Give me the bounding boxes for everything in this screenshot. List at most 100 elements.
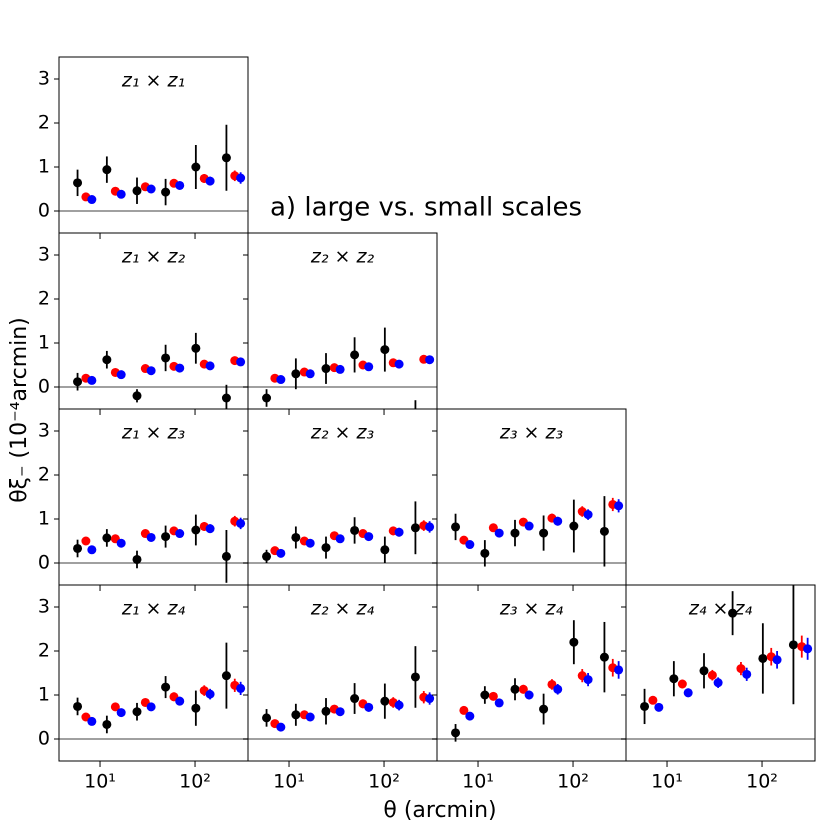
point xyxy=(116,708,126,718)
point xyxy=(425,355,435,365)
point xyxy=(102,533,112,543)
point xyxy=(305,538,315,548)
point xyxy=(614,665,624,675)
panel-title: z₄ × z₄ xyxy=(688,598,753,620)
point xyxy=(205,689,215,699)
point xyxy=(132,391,142,401)
point xyxy=(276,548,286,558)
point xyxy=(350,694,360,704)
y-tick-label: 1 xyxy=(38,508,50,530)
point xyxy=(459,705,469,715)
point xyxy=(276,722,286,732)
point xyxy=(102,355,112,365)
panel-title: z₂ × z₄ xyxy=(310,598,375,620)
point xyxy=(518,684,528,694)
x-tick-label: 10² xyxy=(557,771,589,793)
point xyxy=(132,186,142,196)
point xyxy=(205,524,215,534)
point xyxy=(599,652,609,662)
panel xyxy=(437,496,626,567)
panel xyxy=(59,332,248,409)
point xyxy=(175,180,185,190)
point xyxy=(73,178,83,188)
y-tick-label: 0 xyxy=(38,200,50,222)
point xyxy=(742,669,752,679)
panel xyxy=(437,620,626,742)
point xyxy=(87,545,97,555)
point xyxy=(221,153,231,163)
point xyxy=(221,551,231,561)
point xyxy=(350,350,360,360)
panel-title: z₁ × z₁ xyxy=(121,70,185,92)
point xyxy=(425,694,435,704)
point xyxy=(132,554,142,564)
y-tick-label: 2 xyxy=(38,112,50,134)
point xyxy=(291,532,301,542)
point xyxy=(146,366,156,376)
x-axis-label: θ (arcmin) xyxy=(383,798,496,823)
panel-title: z₂ × z₃ xyxy=(310,422,374,444)
point xyxy=(583,675,593,685)
point xyxy=(191,703,201,713)
point xyxy=(380,345,390,355)
point xyxy=(321,364,331,374)
point xyxy=(510,528,520,538)
y-tick-label: 1 xyxy=(38,332,50,354)
point xyxy=(553,684,563,694)
panel-title: z₁ × z₂ xyxy=(121,246,186,268)
point xyxy=(480,690,490,700)
point xyxy=(321,543,331,553)
panel xyxy=(248,327,437,427)
point xyxy=(73,701,83,711)
point xyxy=(488,691,498,701)
point xyxy=(411,418,420,427)
y-tick-label: 0 xyxy=(38,728,50,750)
panel-title: z₁ × z₃ xyxy=(121,422,185,444)
point xyxy=(350,525,360,535)
point xyxy=(175,529,185,539)
panel xyxy=(626,585,815,740)
y-tick-label: 1 xyxy=(38,156,50,178)
point xyxy=(116,370,126,380)
point xyxy=(116,189,126,199)
point xyxy=(803,644,813,654)
point xyxy=(736,664,746,674)
point xyxy=(335,364,345,374)
panel xyxy=(59,514,248,583)
point xyxy=(335,707,345,717)
x-tick-label: 10² xyxy=(368,771,400,793)
point xyxy=(410,523,420,533)
point xyxy=(276,375,286,385)
panel xyxy=(248,501,437,564)
point xyxy=(569,637,579,647)
point xyxy=(713,678,723,688)
point xyxy=(654,702,664,712)
x-tick-label: 10¹ xyxy=(273,771,305,793)
x-tick-label: 10² xyxy=(746,771,778,793)
point xyxy=(394,700,404,710)
point xyxy=(262,551,272,561)
point xyxy=(87,195,97,205)
point xyxy=(87,375,97,385)
point xyxy=(677,679,687,689)
panel-title: z₂ × z₂ xyxy=(310,246,375,268)
x-tick-label: 10² xyxy=(179,771,211,793)
point xyxy=(175,363,185,373)
x-tick-label: 10¹ xyxy=(651,771,683,793)
point xyxy=(451,728,461,738)
point xyxy=(161,532,171,542)
point xyxy=(480,548,490,558)
point xyxy=(146,184,156,194)
point xyxy=(321,706,331,716)
point xyxy=(451,522,461,532)
point xyxy=(707,670,717,680)
point xyxy=(87,716,97,726)
point xyxy=(728,608,738,618)
point xyxy=(161,682,171,692)
annotation: a) large vs. small scales xyxy=(270,193,582,223)
point xyxy=(191,162,201,172)
point xyxy=(291,710,301,720)
panel xyxy=(248,646,437,740)
point xyxy=(380,696,390,706)
